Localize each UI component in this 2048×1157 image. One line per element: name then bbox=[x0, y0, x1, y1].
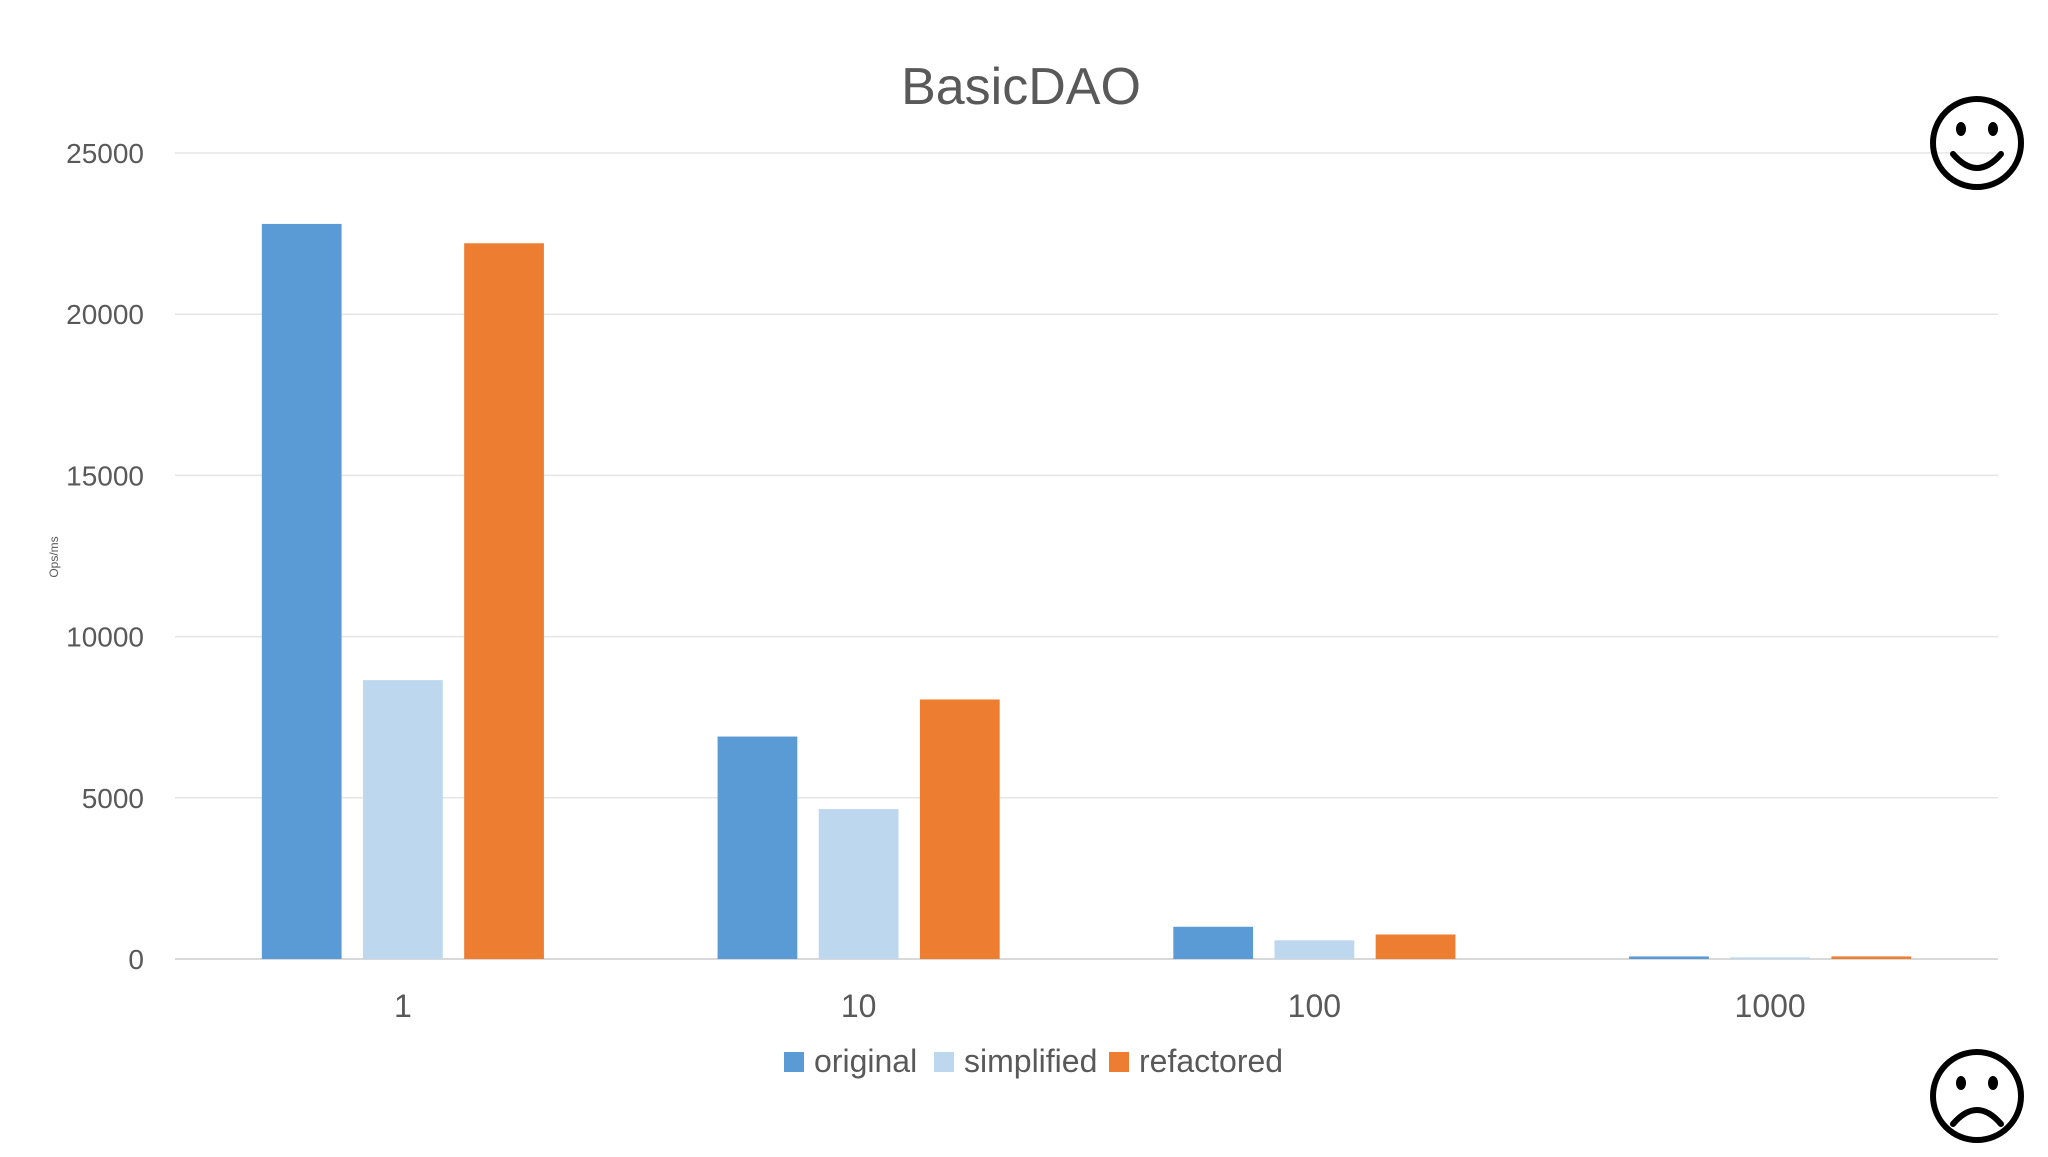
x-tick-label: 1 bbox=[394, 988, 412, 1024]
legend-label-simplified: simplified bbox=[964, 1043, 1097, 1079]
y-tick-label: 5000 bbox=[82, 783, 144, 814]
y-tick-label: 10000 bbox=[66, 622, 144, 653]
axis-ticks: 0 5000 10000 15000 20000 25000 1 10 100 1000 bbox=[66, 138, 1806, 1024]
gridlines bbox=[175, 152, 1998, 960]
legend-label-refactored: refactored bbox=[1139, 1043, 1283, 1079]
x-tick-label: 1000 bbox=[1735, 988, 1806, 1024]
bars bbox=[261, 223, 1912, 960]
y-tick-label: 20000 bbox=[66, 299, 144, 330]
bar-refactored-1000 bbox=[1831, 956, 1912, 959]
x-tick-label: 100 bbox=[1288, 988, 1341, 1024]
bar-simplified-10 bbox=[818, 809, 899, 959]
chart-title: BasicDAO bbox=[901, 58, 1141, 116]
legend-swatch-simplified bbox=[934, 1052, 954, 1072]
bar-original-10 bbox=[717, 736, 798, 959]
x-tick-label: 10 bbox=[841, 988, 877, 1024]
y-axis-label: Ops/ms bbox=[47, 536, 61, 577]
bar-original-1 bbox=[261, 223, 342, 960]
bar-refactored-1 bbox=[464, 243, 544, 960]
bar-refactored-10 bbox=[919, 699, 1000, 959]
bar-original-100 bbox=[1173, 926, 1254, 959]
bar-simplified-1 bbox=[362, 680, 443, 959]
bar-simplified-1000 bbox=[1730, 957, 1811, 959]
bar-refactored-100 bbox=[1375, 934, 1456, 959]
bar-simplified-100 bbox=[1274, 940, 1355, 959]
y-tick-label: 25000 bbox=[66, 138, 144, 169]
legend: original simplified refactored bbox=[784, 1043, 1283, 1079]
y-tick-label: 0 bbox=[128, 944, 144, 975]
legend-swatch-refactored bbox=[1109, 1052, 1129, 1072]
smiley-face-icon bbox=[1930, 96, 2024, 190]
bar-original-1000 bbox=[1629, 956, 1709, 959]
y-tick-label: 15000 bbox=[66, 460, 144, 491]
legend-swatch-original bbox=[784, 1052, 804, 1072]
frowning-face-icon bbox=[1930, 1049, 2024, 1143]
legend-label-original: original bbox=[814, 1043, 917, 1079]
